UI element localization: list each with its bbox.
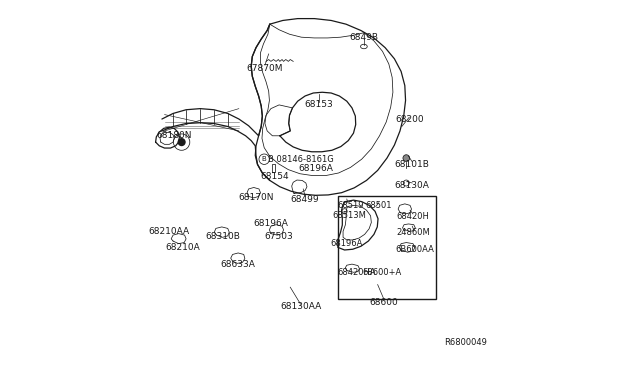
Text: 68210A: 68210A <box>165 243 200 252</box>
Text: 68130A: 68130A <box>395 182 429 190</box>
Circle shape <box>177 138 186 146</box>
Text: 68101B: 68101B <box>395 160 429 169</box>
Text: 68633A: 68633A <box>220 260 255 269</box>
Text: 68196A: 68196A <box>253 219 289 228</box>
Text: 68196A: 68196A <box>298 164 333 173</box>
Text: 68170N: 68170N <box>238 193 274 202</box>
Bar <box>338 196 436 299</box>
Text: 24860M: 24860M <box>397 228 431 237</box>
Text: 68600: 68600 <box>370 298 398 307</box>
Text: 68310B: 68310B <box>205 232 240 241</box>
Text: 68200: 68200 <box>395 115 424 124</box>
Text: 68180N: 68180N <box>156 131 192 140</box>
Circle shape <box>403 155 410 161</box>
Text: 68210AA: 68210AA <box>148 227 190 236</box>
Text: 68420HA: 68420HA <box>337 268 376 277</box>
Text: 68513M: 68513M <box>333 211 367 219</box>
Text: B 08146-8161G: B 08146-8161G <box>268 155 333 164</box>
Text: 68153: 68153 <box>304 100 333 109</box>
Text: 68600+A: 68600+A <box>363 268 402 277</box>
Text: 68499: 68499 <box>291 195 319 203</box>
Text: B: B <box>262 156 267 162</box>
Text: 68154: 68154 <box>260 172 289 181</box>
Text: 68420H: 68420H <box>397 212 429 221</box>
Text: 67503: 67503 <box>264 232 292 241</box>
Text: 6849B: 6849B <box>349 33 378 42</box>
Text: 6B600AA: 6B600AA <box>396 246 435 254</box>
Text: 68196A: 68196A <box>331 239 363 248</box>
Text: 68130AA: 68130AA <box>280 302 321 311</box>
Text: R6800049: R6800049 <box>444 339 487 347</box>
Text: 68519: 68519 <box>337 201 364 210</box>
Text: 67870M: 67870M <box>246 64 283 73</box>
Text: 68501: 68501 <box>365 201 392 210</box>
